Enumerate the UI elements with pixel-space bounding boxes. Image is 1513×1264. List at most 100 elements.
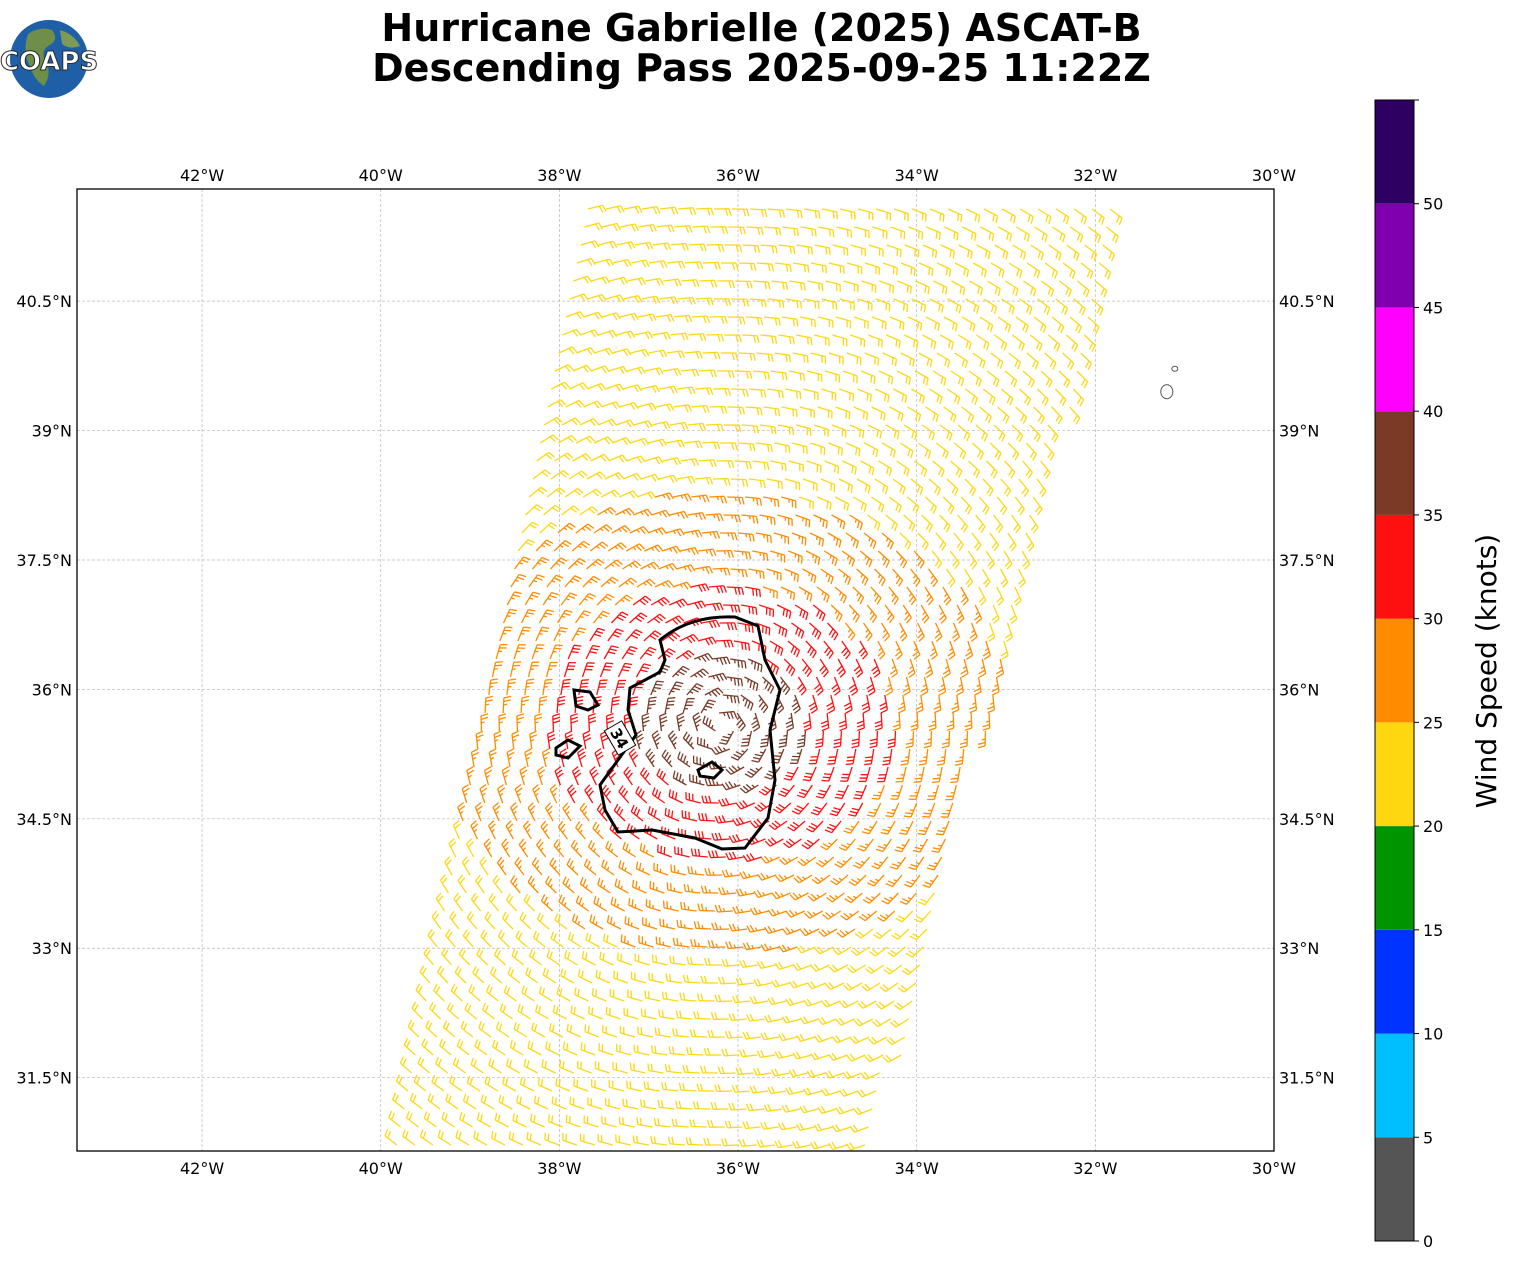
wind-barb <box>791 532 807 546</box>
wind-barb <box>856 568 869 586</box>
wind-barb <box>866 802 882 818</box>
wind-barb <box>899 442 914 459</box>
wind-barb <box>573 1078 589 1092</box>
wind-barb <box>587 382 607 391</box>
wind-barb <box>590 365 610 374</box>
wind-barb <box>475 874 485 894</box>
wind-barb <box>472 966 485 984</box>
wind-barb <box>601 784 612 804</box>
wind-barb <box>974 604 983 624</box>
wind-barb <box>461 784 470 804</box>
wind-barb <box>658 474 678 483</box>
wind-barb <box>922 244 938 259</box>
wind-barb <box>834 496 850 512</box>
wind-barb <box>474 802 483 822</box>
wind-barb <box>572 453 592 462</box>
wind-barb <box>711 922 730 931</box>
wind-barb <box>828 262 845 274</box>
wind-barb <box>888 586 899 605</box>
wind-barb <box>498 1094 513 1110</box>
wind-barb <box>594 748 604 768</box>
wind-barb <box>714 994 733 1003</box>
wind-barb <box>856 478 871 494</box>
wind-barb <box>990 262 1005 278</box>
wind-barb <box>536 838 547 858</box>
wind-barb <box>989 532 1000 552</box>
wind-barb <box>478 1021 492 1038</box>
wind-barb <box>792 1051 812 1060</box>
wind-barb <box>871 406 886 421</box>
wind-barb <box>723 424 742 433</box>
wind-barb <box>1012 244 1027 261</box>
wind-barb <box>492 802 501 822</box>
wind-barb <box>905 730 915 749</box>
wind-barb <box>1058 280 1072 298</box>
wind-barb <box>1037 208 1052 225</box>
wind-barb <box>441 1111 455 1128</box>
wind-barb <box>998 226 1013 242</box>
wind-barb <box>502 695 512 714</box>
wind-barb <box>783 766 799 781</box>
wind-barb <box>946 568 956 588</box>
wind-barb <box>730 478 749 487</box>
wind-barb <box>768 820 788 831</box>
wind-barb <box>881 532 894 550</box>
wind-barb <box>853 316 869 329</box>
wind-barb <box>1051 406 1063 425</box>
wind-barb <box>880 622 891 642</box>
wind-barb <box>949 550 960 570</box>
wind-barb <box>833 730 843 749</box>
wind-barb <box>889 658 899 678</box>
wind-barb <box>975 514 986 533</box>
wind-barb <box>435 892 446 912</box>
colorbar-segment <box>1375 514 1414 619</box>
wind-barb <box>677 751 691 768</box>
wind-barb <box>839 388 855 402</box>
wind-barb <box>568 470 588 480</box>
wind-barb <box>827 622 839 641</box>
wind-barb <box>950 370 965 387</box>
wind-barb <box>910 478 924 496</box>
wind-barb <box>619 1025 636 1038</box>
wind-barb <box>602 222 622 232</box>
wind-barb <box>800 226 817 237</box>
wind-barb <box>778 334 795 345</box>
wind-barb <box>470 1057 484 1074</box>
right-lat-label: 37.5°N <box>1279 551 1335 570</box>
wind-barb <box>674 224 693 233</box>
wind-barb <box>656 844 672 858</box>
right-lat-label: 31.5°N <box>1279 1069 1335 1088</box>
wind-barb <box>593 896 608 912</box>
wind-barb <box>767 298 785 308</box>
wind-barb <box>699 279 718 288</box>
wind-barb <box>752 550 769 562</box>
wind-barb <box>621 645 638 660</box>
wind-barb <box>991 604 1000 624</box>
wind-barb <box>510 802 518 822</box>
wind-barb <box>697 636 717 646</box>
wind-barb <box>641 295 661 304</box>
wind-barb <box>795 1122 815 1132</box>
wind-barb <box>454 965 467 984</box>
wind-barb <box>392 1092 405 1110</box>
wind-barb <box>648 438 668 447</box>
wind-barb <box>863 532 877 550</box>
wind-barb <box>630 259 650 268</box>
wind-barb <box>523 893 536 912</box>
wind-barb <box>535 1004 549 1020</box>
wind-barb <box>675 1010 693 1020</box>
wind-barb <box>756 1139 775 1148</box>
wind-barb <box>604 472 624 481</box>
colorbar-label: Wind Speed (knots) <box>1470 534 1503 808</box>
wind-barb <box>942 586 952 606</box>
wind-barb <box>615 419 635 428</box>
wind-barb <box>990 352 1004 369</box>
colorbar-segment <box>1375 411 1414 515</box>
wind-barb <box>587 713 597 732</box>
wind-barb <box>727 496 745 505</box>
wind-barb <box>709 405 728 414</box>
wind-barb <box>706 243 725 252</box>
wind-barb <box>384 1128 398 1146</box>
wind-barb <box>737 532 755 542</box>
wind-barb <box>918 262 934 277</box>
